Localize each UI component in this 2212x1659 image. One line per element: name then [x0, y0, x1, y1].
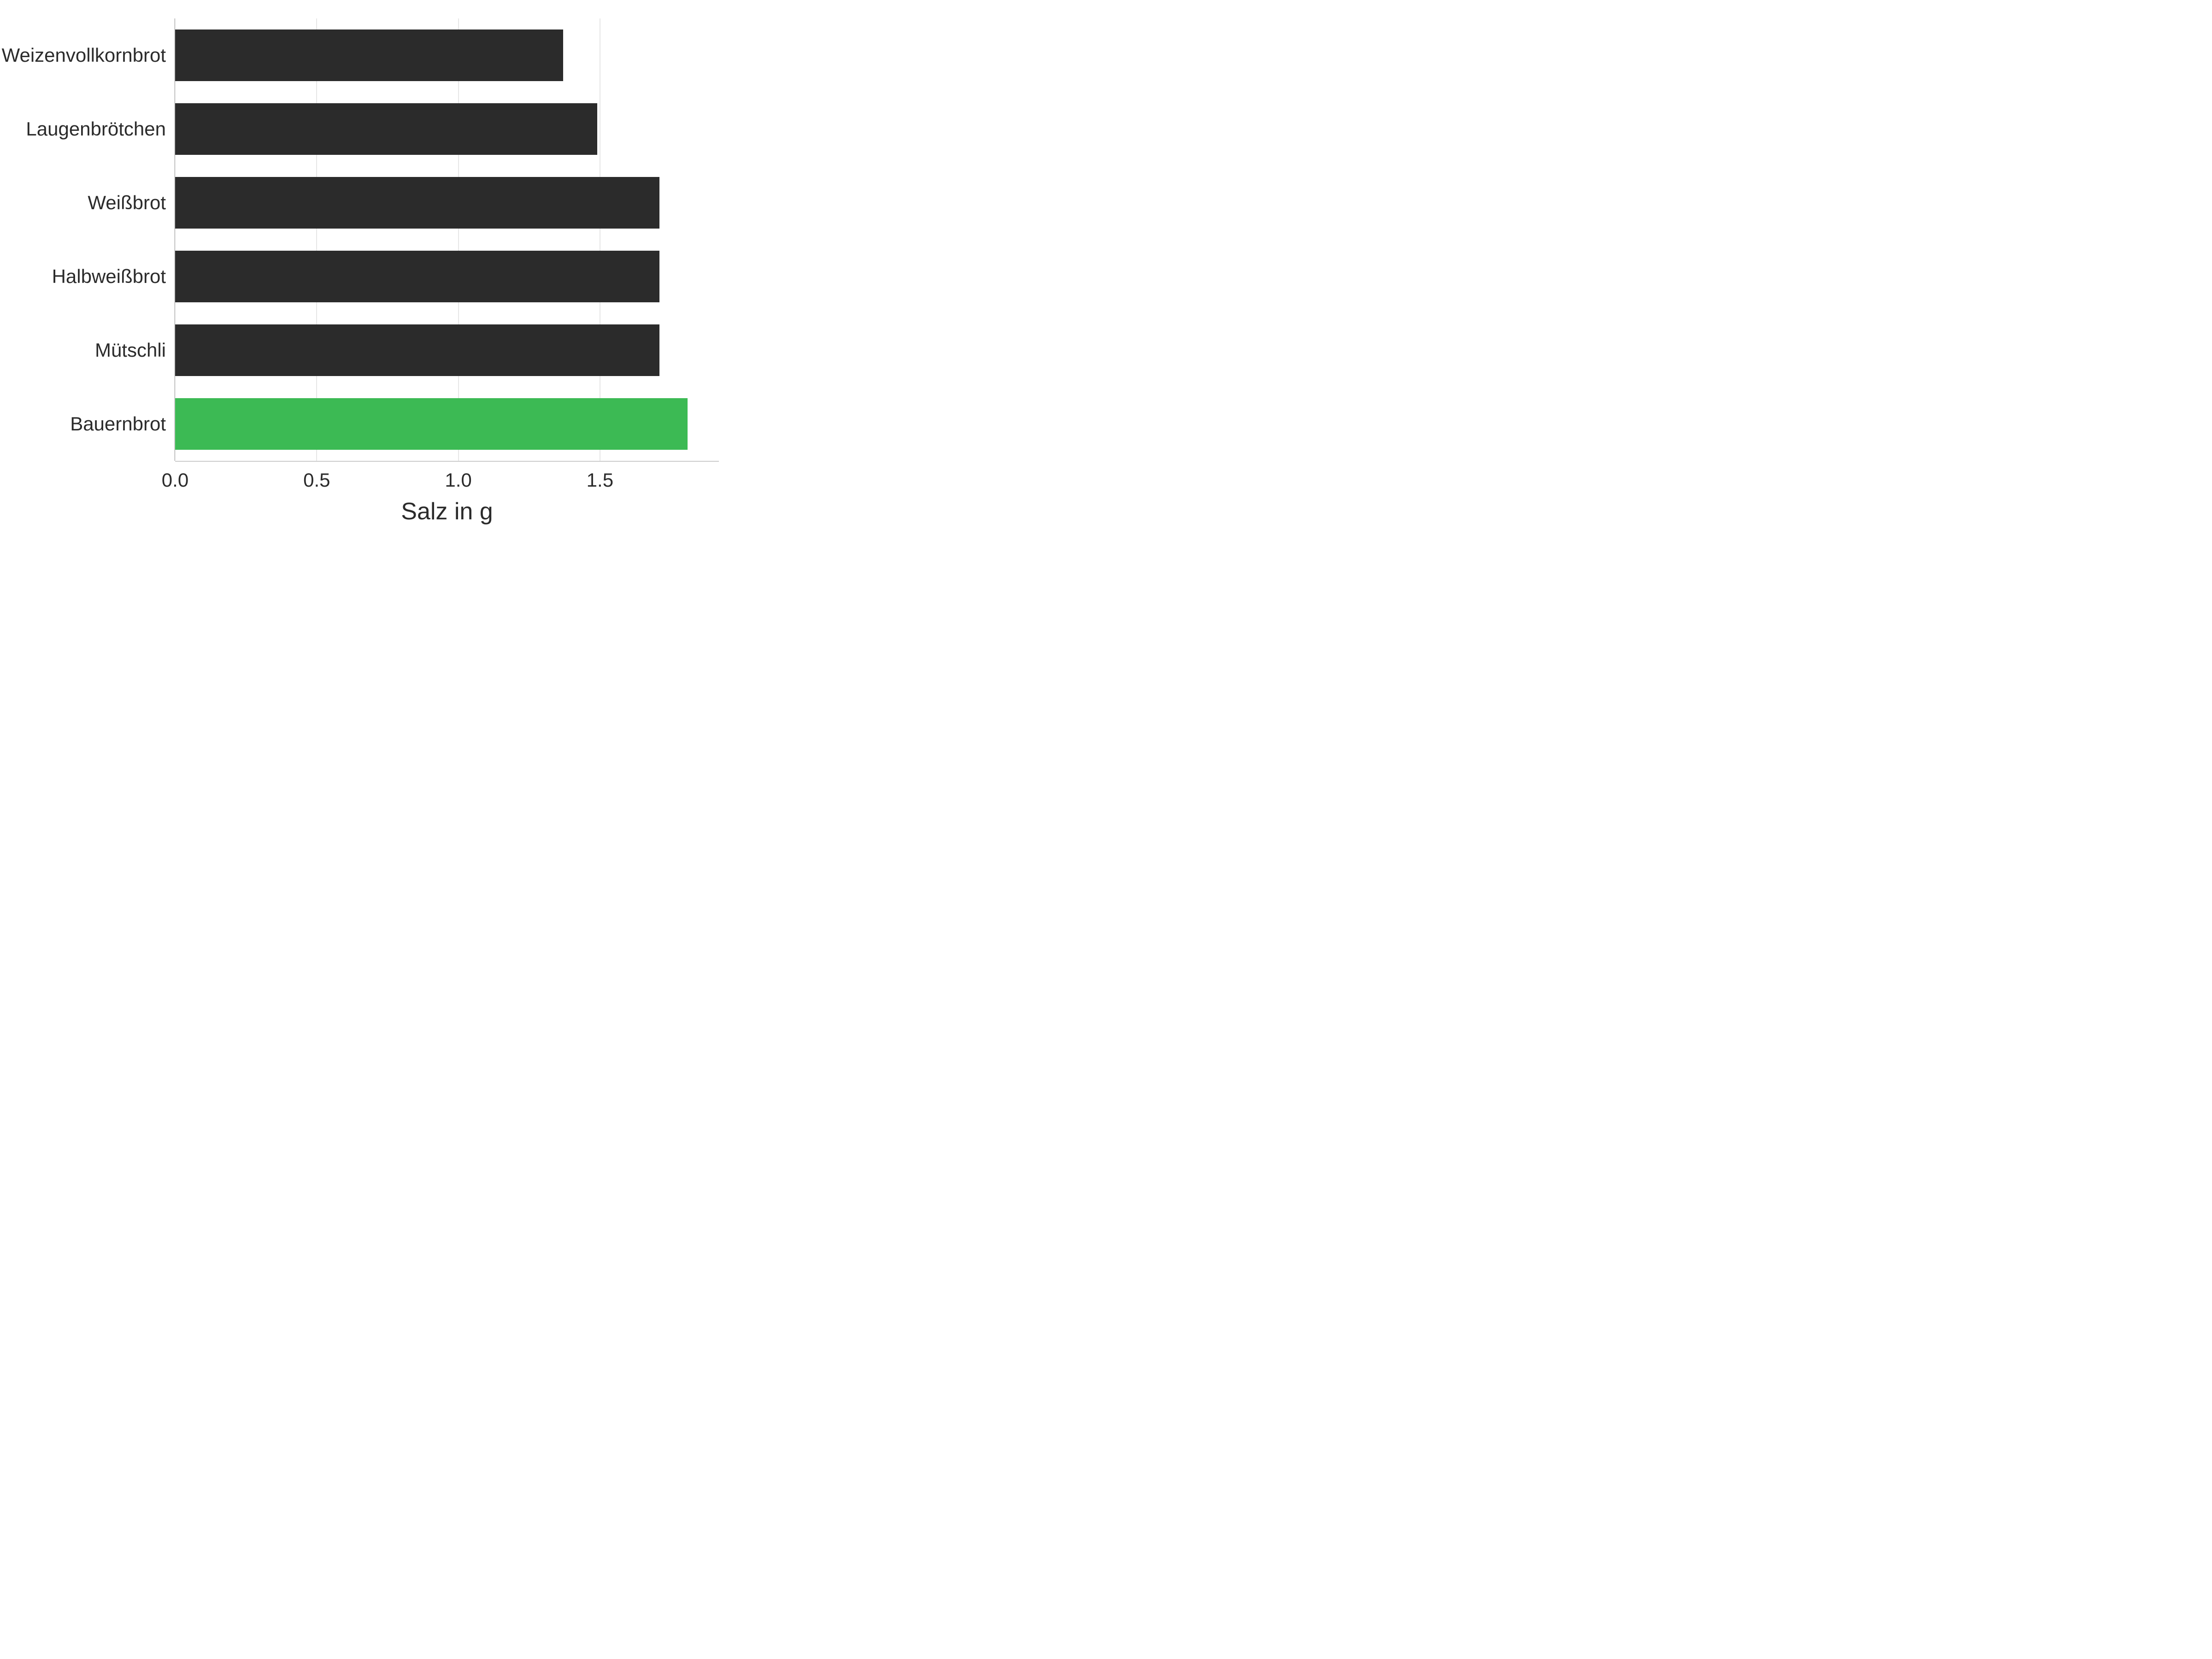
bar: [175, 398, 688, 450]
bar: [175, 29, 563, 81]
y-tick-label: Mütschli: [95, 313, 166, 387]
bar: [175, 324, 659, 376]
y-tick-label: Halbweißbrot: [52, 240, 166, 313]
gridline: [316, 18, 317, 461]
bar: [175, 103, 597, 155]
bar: [175, 177, 659, 229]
x-axis-title: Salz in g: [401, 498, 493, 525]
x-tick-label: 0.0: [162, 469, 188, 491]
bar: [175, 251, 659, 302]
y-tick-label: Bauernbrot: [70, 387, 166, 461]
plot-area: [175, 18, 719, 461]
y-tick-label: Weißbrot: [88, 166, 166, 240]
x-tick-label: 0.5: [303, 469, 330, 491]
salt-bar-chart: Salz in g 0.0 0.5 1.0 1.5 Weizenvollkornbrot…: [0, 0, 737, 553]
x-axis-line: [175, 461, 719, 462]
y-tick-label: Weizenvollkornbrot: [2, 18, 166, 92]
y-axis-line: [174, 18, 175, 461]
y-tick-label: Laugenbrötchen: [26, 92, 166, 166]
gridline: [458, 18, 459, 461]
x-tick-label: 1.0: [445, 469, 471, 491]
x-tick-label: 1.5: [587, 469, 613, 491]
